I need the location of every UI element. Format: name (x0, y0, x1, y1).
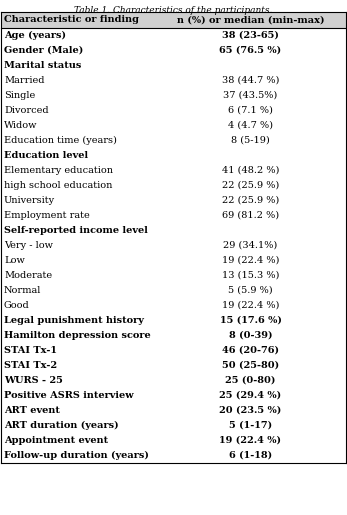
Text: 5 (1-17): 5 (1-17) (229, 421, 272, 430)
Text: Education level: Education level (4, 151, 88, 160)
Text: Education time (years): Education time (years) (4, 136, 117, 145)
Text: Married: Married (4, 76, 44, 85)
Text: 38 (44.7 %): 38 (44.7 %) (222, 76, 279, 85)
Text: Gender (Male): Gender (Male) (4, 46, 83, 55)
Text: ART duration (years): ART duration (years) (4, 421, 119, 430)
Text: 25 (0-80): 25 (0-80) (225, 376, 276, 385)
Text: 19 (22.4 %): 19 (22.4 %) (220, 436, 281, 445)
Text: Hamilton depression score: Hamilton depression score (4, 331, 151, 340)
Text: 19 (22.4 %): 19 (22.4 %) (222, 256, 279, 265)
Text: high school education: high school education (4, 181, 112, 190)
Text: 65 (76.5 %): 65 (76.5 %) (219, 46, 281, 55)
Text: 22 (25.9 %): 22 (25.9 %) (222, 196, 279, 205)
Text: 4 (4.7 %): 4 (4.7 %) (228, 121, 273, 130)
Text: Good: Good (4, 301, 30, 310)
Text: 22 (25.9 %): 22 (25.9 %) (222, 181, 279, 190)
Text: Age (years): Age (years) (4, 31, 66, 40)
Text: Normal: Normal (4, 286, 41, 295)
Text: STAI Tx-1: STAI Tx-1 (4, 346, 57, 355)
Text: Single: Single (4, 91, 35, 100)
Bar (1, 12, 346, 28)
Text: 38 (23-65): 38 (23-65) (222, 31, 279, 40)
Text: Marital status: Marital status (4, 61, 82, 70)
Text: Divorced: Divorced (4, 106, 49, 115)
Text: 20 (23.5 %): 20 (23.5 %) (219, 406, 282, 415)
Text: Table 1. Characteristics of the participants.: Table 1. Characteristics of the particip… (74, 6, 272, 15)
Text: 5 (5.9 %): 5 (5.9 %) (228, 286, 273, 295)
Text: 13 (15.3 %): 13 (15.3 %) (222, 271, 279, 280)
Text: ART event: ART event (4, 406, 60, 415)
Text: Low: Low (4, 256, 25, 265)
Text: Self-reported income level: Self-reported income level (4, 226, 148, 235)
Text: Follow-up duration (years): Follow-up duration (years) (4, 451, 149, 460)
Text: 46 (20-76): 46 (20-76) (222, 346, 279, 355)
Text: Positive ASRS interview: Positive ASRS interview (4, 391, 134, 400)
Text: Elementary education: Elementary education (4, 166, 113, 175)
Text: University: University (4, 196, 55, 205)
Text: 15 (17.6 %): 15 (17.6 %) (220, 316, 281, 325)
Text: 8 (0-39): 8 (0-39) (229, 331, 272, 340)
Text: 6 (1-18): 6 (1-18) (229, 451, 272, 460)
Text: Legal punishment history: Legal punishment history (4, 316, 144, 325)
Text: 8 (5-19): 8 (5-19) (231, 136, 270, 145)
Text: Appointment event: Appointment event (4, 436, 108, 445)
Text: 19 (22.4 %): 19 (22.4 %) (222, 301, 279, 310)
Text: Employment rate: Employment rate (4, 211, 90, 220)
Text: WURS - 25: WURS - 25 (4, 376, 63, 385)
Text: 69 (81.2 %): 69 (81.2 %) (222, 211, 279, 220)
Text: n (%) or median (min-max): n (%) or median (min-max) (177, 15, 324, 25)
Text: 29 (34.1%): 29 (34.1%) (223, 241, 278, 250)
Text: 41 (48.2 %): 41 (48.2 %) (222, 166, 279, 175)
Text: STAI Tx-2: STAI Tx-2 (4, 361, 57, 370)
Text: Moderate: Moderate (4, 271, 52, 280)
Text: Very - low: Very - low (4, 241, 53, 250)
Text: Widow: Widow (4, 121, 37, 130)
Text: 25 (29.4 %): 25 (29.4 %) (219, 391, 281, 400)
Text: 6 (7.1 %): 6 (7.1 %) (228, 106, 273, 115)
Text: 37 (43.5%): 37 (43.5%) (223, 91, 278, 100)
Text: Characteristic or finding: Characteristic or finding (4, 15, 139, 25)
Text: 50 (25-80): 50 (25-80) (222, 361, 279, 370)
